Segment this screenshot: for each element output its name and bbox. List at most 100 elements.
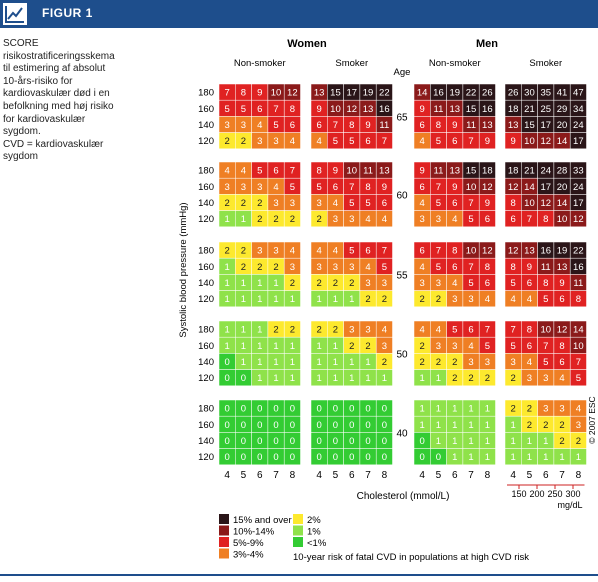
sbp-label: 160 [198, 104, 214, 115]
risk-value: 2 [420, 294, 425, 305]
risk-value: 3 [365, 325, 370, 336]
risk-value: 5 [225, 104, 230, 115]
sbp-label: 140 [198, 278, 214, 289]
risk-value: 1 [257, 325, 262, 336]
risk-value: 4 [436, 325, 441, 336]
risk-value: 12 [482, 182, 493, 193]
risk-value: 5 [468, 214, 473, 225]
risk-value: 24 [540, 166, 551, 177]
risk-value: 4 [420, 136, 425, 147]
risk-value: 9 [420, 166, 425, 177]
risk-value: 1 [333, 294, 338, 305]
risk-value: 0 [317, 420, 322, 431]
risk-value: 33 [573, 166, 584, 177]
sbp-label: 180 [198, 404, 214, 415]
sbp-label: 140 [198, 198, 214, 209]
risk-cell [569, 290, 587, 308]
sbp-label: 180 [198, 246, 214, 257]
risk-value: 2 [468, 373, 473, 384]
risk-value: 7 [468, 136, 473, 147]
cholesterol-tick: 4 [510, 470, 516, 481]
risk-value: 11 [466, 120, 476, 131]
risk-value: 13 [449, 104, 460, 115]
risk-value: 2 [317, 214, 322, 225]
mgdl-tick-label: 250 [547, 489, 562, 499]
risk-value: 19 [557, 246, 568, 257]
risk-value: 22 [466, 88, 477, 99]
risk-value: 2 [436, 357, 441, 368]
risk-value: 3 [225, 182, 230, 193]
line-chart-icon [3, 3, 27, 25]
figure-label: FIGUR 1 [42, 6, 93, 20]
risk-value: 0 [365, 452, 370, 463]
risk-value: 1 [241, 278, 246, 289]
cholesterol-tick: 6 [543, 470, 549, 481]
risk-cell [478, 132, 496, 150]
risk-value: 26 [482, 88, 493, 99]
risk-value: 7 [382, 136, 387, 147]
risk-value: 3 [241, 120, 246, 131]
risk-value: 7 [527, 214, 532, 225]
risk-value: 12 [482, 246, 493, 257]
cholesterol-tick: 4 [419, 470, 425, 481]
risk-value: 4 [420, 262, 425, 273]
risk-value: 0 [382, 452, 387, 463]
risk-value: 0 [349, 436, 354, 447]
sbp-label: 160 [198, 262, 214, 273]
risk-value: 16 [482, 104, 493, 115]
risk-value: 5 [349, 246, 354, 257]
risk-value: 1 [241, 325, 246, 336]
risk-cell [569, 448, 587, 466]
group-label-men: Men [476, 38, 498, 50]
risk-value: 4 [365, 214, 370, 225]
risk-value: 4 [452, 214, 457, 225]
cholesterol-tick: 5 [241, 470, 247, 481]
risk-value: 14 [524, 182, 535, 193]
risk-value: 3 [382, 341, 387, 352]
risk-value: 9 [333, 166, 338, 177]
risk-value: 0 [290, 452, 295, 463]
legend-label: 3%-4% [233, 550, 264, 561]
risk-value: 3 [273, 136, 278, 147]
risk-cell [375, 448, 393, 466]
mgdl-tick-label: 150 [511, 489, 526, 499]
risk-value: 1 [511, 420, 516, 431]
mgdl-tick-label: 200 [529, 489, 544, 499]
cholesterol-tick: 5 [436, 470, 442, 481]
legend-swatch [293, 514, 303, 524]
risk-cell [375, 132, 393, 150]
risk-value: 0 [257, 420, 262, 431]
risk-value: 1 [382, 373, 387, 384]
figure-header: FIGUR 1 [0, 0, 598, 28]
risk-value: 3 [349, 325, 354, 336]
risk-cell [283, 369, 301, 387]
risk-value: 1 [452, 452, 457, 463]
risk-value: 6 [420, 182, 425, 193]
risk-value: 5 [485, 341, 490, 352]
risk-value: 1 [559, 452, 564, 463]
risk-value: 2 [559, 420, 564, 431]
sbp-label: 180 [198, 325, 214, 336]
risk-value: 13 [482, 120, 493, 131]
risk-value: 0 [273, 420, 278, 431]
risk-value: 12 [540, 198, 551, 209]
risk-value: 9 [485, 136, 490, 147]
risk-value: 6 [382, 198, 387, 209]
risk-value: 1 [576, 452, 581, 463]
risk-value: 35 [540, 88, 551, 99]
risk-value: 1 [290, 341, 295, 352]
risk-value: 0 [436, 452, 441, 463]
risk-value: 4 [527, 294, 532, 305]
risk-value: 3 [452, 294, 457, 305]
risk-value: 4 [576, 404, 581, 415]
risk-value: 5 [349, 136, 354, 147]
risk-value: 2 [420, 341, 425, 352]
risk-value: 24 [573, 182, 584, 193]
risk-value: 2 [333, 325, 338, 336]
risk-value: 6 [257, 104, 262, 115]
cholesterol-tick: 8 [576, 470, 582, 481]
risk-value: 1 [436, 420, 441, 431]
risk-value: 3 [436, 341, 441, 352]
risk-value: 4 [382, 325, 387, 336]
risk-value: 1 [511, 436, 516, 447]
